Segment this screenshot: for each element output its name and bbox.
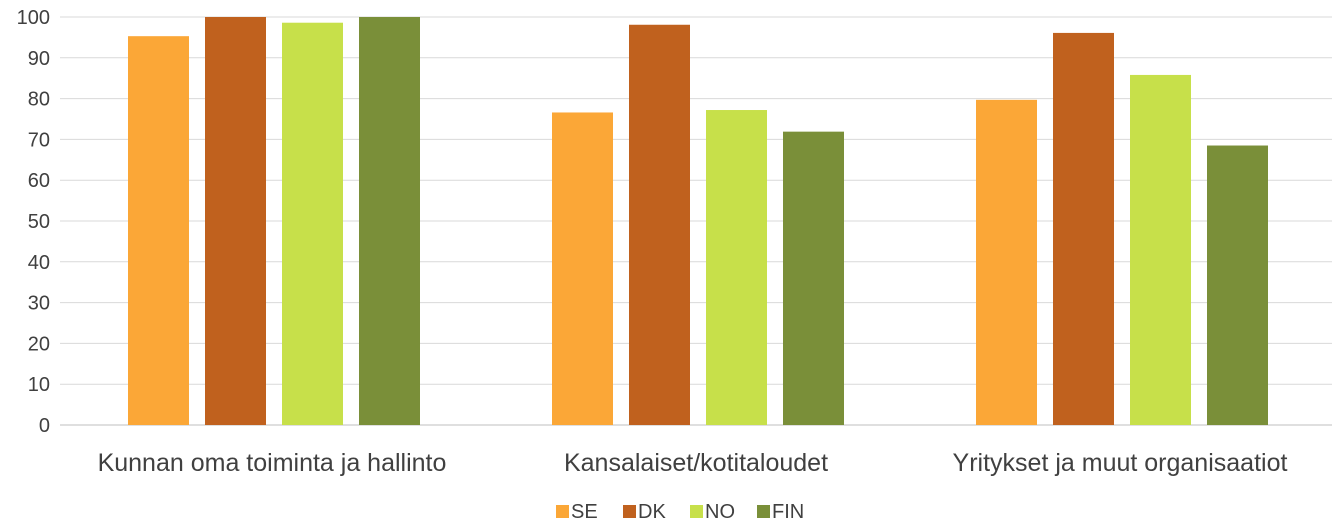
y-tick-label: 50 <box>28 211 50 233</box>
bar-se <box>128 36 189 426</box>
bar-no <box>282 22 343 425</box>
legend-label-se: SE <box>571 501 598 523</box>
bar-no <box>706 110 767 426</box>
y-axis-ticks: 0 10 20 30 40 50 60 70 80 90 100 <box>17 7 50 437</box>
y-tick-label: 20 <box>28 333 50 355</box>
y-tick-label: 10 <box>28 374 50 396</box>
y-tick-label: 70 <box>28 129 50 151</box>
y-tick-label: 80 <box>28 89 50 111</box>
legend-swatch-se <box>556 505 569 518</box>
legend: SE DK NO FIN <box>556 501 804 523</box>
bar-fin <box>783 131 844 425</box>
bar-se <box>552 112 613 426</box>
legend-swatch-fin <box>757 505 770 518</box>
y-tick-label: 60 <box>28 170 50 192</box>
y-tick-label: 90 <box>28 48 50 70</box>
bar-fin <box>1207 145 1268 425</box>
bar-fin <box>359 17 420 425</box>
x-category-label: Kunnan oma toiminta ja hallinto <box>98 449 447 477</box>
x-axis-categories: Kunnan oma toiminta ja hallinto Kansalais… <box>98 449 1288 477</box>
x-category-label: Yritykset ja muut organisaatiot <box>953 449 1288 477</box>
bar-dk <box>1053 32 1114 426</box>
bar-dk <box>629 24 690 425</box>
bar-dk <box>205 17 266 425</box>
legend-label-dk: DK <box>638 501 666 523</box>
legend-swatch-dk <box>623 505 636 518</box>
bars <box>128 17 1268 426</box>
y-tick-label: 40 <box>28 252 50 274</box>
legend-label-fin: FIN <box>772 501 804 523</box>
legend-swatch-no <box>690 505 703 518</box>
legend-label-no: NO <box>705 501 735 523</box>
x-category-label: Kansalaiset/kotitaloudet <box>564 449 828 477</box>
y-tick-label: 100 <box>17 7 50 29</box>
y-tick-label: 30 <box>28 293 50 315</box>
grid-lines <box>60 16 1332 426</box>
y-tick-label: 0 <box>39 415 50 437</box>
bar-se <box>976 99 1037 425</box>
bar-no <box>1130 74 1191 425</box>
